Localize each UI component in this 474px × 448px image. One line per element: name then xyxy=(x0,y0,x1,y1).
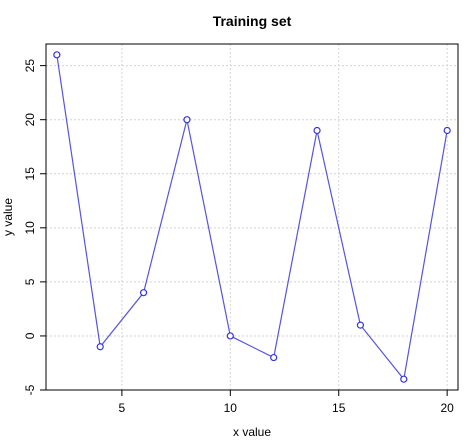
data-point xyxy=(139,289,148,297)
x-tick-label: 5 xyxy=(119,401,126,415)
data-point xyxy=(183,116,191,124)
y-tick-label: 10 xyxy=(23,221,37,235)
plot-frame xyxy=(45,43,459,391)
data-point xyxy=(270,353,278,362)
x-tick-label: 10 xyxy=(224,401,238,415)
y-tick-label: 25 xyxy=(23,59,37,73)
x-tick-label: 15 xyxy=(332,401,346,415)
data-point xyxy=(226,332,234,340)
data-point xyxy=(443,126,451,135)
data-point xyxy=(53,51,61,59)
series-group xyxy=(53,51,451,383)
x-axis: 5 10 15 20 xyxy=(119,390,454,415)
y-tick-label: 0 xyxy=(23,332,37,339)
y-tick-label: 20 xyxy=(23,113,37,127)
y-axis-label: y value xyxy=(1,198,15,236)
data-point xyxy=(356,321,365,329)
y-tick-label: -5 xyxy=(23,384,37,395)
x-tick-label: 20 xyxy=(440,401,454,415)
x-axis-label: x value xyxy=(233,425,271,439)
chart-title: Training set xyxy=(213,13,292,29)
y-axis: -5 0 5 10 15 20 25 xyxy=(23,59,46,395)
data-point xyxy=(313,126,321,135)
data-point xyxy=(400,375,408,383)
data-point xyxy=(96,343,104,351)
y-tick-label: 5 xyxy=(23,278,37,285)
series-line xyxy=(56,54,448,381)
y-tick-label: 15 xyxy=(23,167,37,181)
